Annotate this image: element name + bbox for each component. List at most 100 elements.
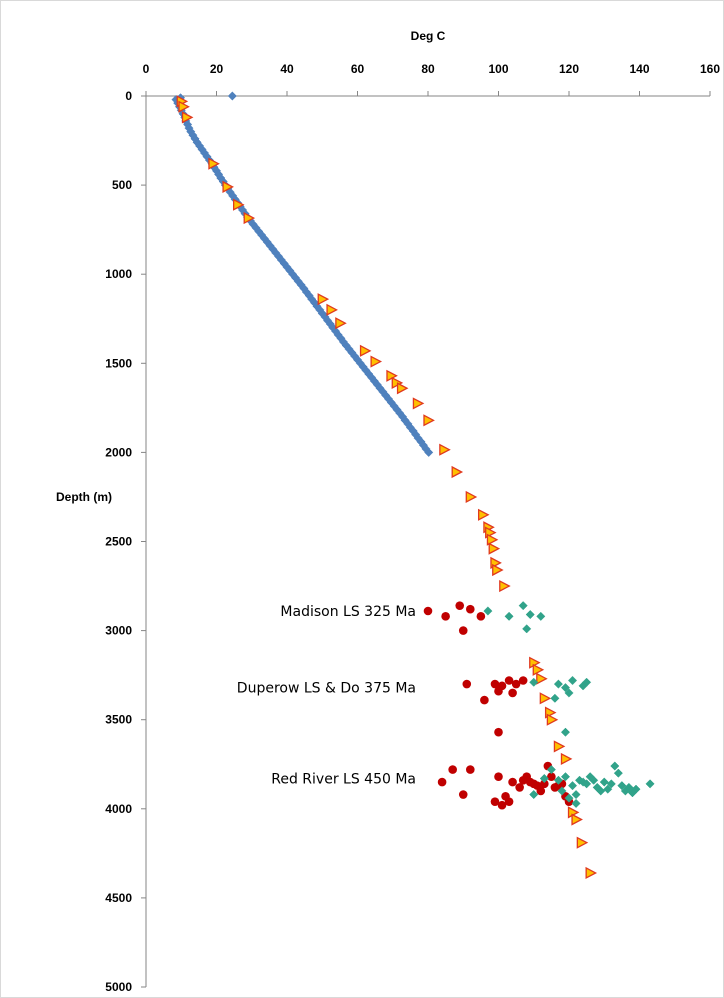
series-2	[176, 95, 598, 880]
triangle-point	[553, 740, 566, 753]
triangle-point	[539, 692, 552, 705]
circle-point	[462, 679, 472, 689]
annotation-label: Duperow LS & Do 375 Ma	[237, 681, 416, 697]
diamond-point	[582, 677, 592, 687]
x-tick-label: 0	[143, 62, 150, 76]
diamond-point	[553, 679, 563, 689]
diamond-point	[624, 782, 634, 792]
diamond-point	[536, 611, 546, 621]
triangle-point	[423, 414, 435, 427]
diamond-point	[560, 772, 571, 782]
triangle-point	[465, 490, 478, 504]
y-tick-label: 2500	[105, 535, 132, 549]
diamond-point	[529, 789, 539, 800]
y-tick-label: 4500	[105, 891, 132, 905]
y-tick-label: 5000	[105, 980, 132, 994]
triangle-point	[585, 866, 598, 880]
diamond-point	[564, 688, 574, 698]
triangle-point	[560, 752, 573, 765]
circle-point	[497, 681, 507, 691]
triangle-point	[208, 157, 220, 170]
diamond-point	[518, 601, 528, 611]
diamond-point	[529, 677, 539, 687]
circle-point	[508, 777, 517, 787]
triangle-point	[536, 672, 548, 685]
diamond-point	[525, 610, 535, 620]
diamond-point	[571, 798, 581, 809]
y-tick-label: 2000	[105, 445, 132, 459]
triangle-point	[492, 563, 504, 577]
diamond-point	[564, 793, 574, 803]
circle-point	[515, 783, 524, 792]
triangle-point	[222, 180, 234, 193]
diamond-point	[596, 786, 606, 796]
circle-point	[508, 688, 517, 698]
series-1	[171, 91, 434, 457]
circle-point	[504, 797, 514, 806]
y-tick-label: 500	[112, 178, 132, 192]
triangle-point	[370, 355, 383, 368]
circle-point	[490, 679, 500, 689]
diamond-point	[504, 611, 514, 621]
circle-point	[458, 790, 468, 799]
x-tick-label: 40	[280, 62, 294, 76]
circle-point	[494, 727, 503, 737]
x-tick-label: 140	[629, 62, 649, 76]
triangle-point	[532, 663, 545, 676]
diamond-point	[567, 781, 578, 791]
triangle-point	[232, 198, 245, 211]
circle-point	[455, 601, 465, 610]
x-tick-label: 20	[210, 62, 224, 76]
circle-point	[504, 676, 514, 685]
circle-point	[441, 612, 450, 621]
diamond-point	[550, 693, 560, 703]
triangle-point	[499, 579, 511, 593]
diamond-point	[599, 777, 609, 787]
circle-point	[536, 786, 546, 796]
axes: 0 20 40 60 80 100 120 140 160 0 500 1000 1500 2000 250…	[105, 62, 720, 994]
y-tick-label: 0	[125, 89, 132, 103]
x-axis-title: Deg C	[411, 29, 446, 43]
circle-point	[547, 772, 556, 782]
triangle-point	[326, 303, 338, 316]
diamond-point	[560, 727, 571, 737]
triangle-point	[181, 111, 194, 124]
circle-point	[476, 612, 486, 621]
triangle-point	[571, 813, 583, 826]
diamond-point	[613, 768, 623, 778]
triangle-point	[451, 465, 464, 479]
circle-point	[448, 765, 457, 774]
triangle-point	[317, 293, 330, 306]
diamond-point	[483, 606, 493, 616]
triangle-point	[488, 542, 501, 555]
circle-point	[497, 800, 507, 810]
triangle-point	[546, 713, 559, 726]
diamond-point	[553, 775, 563, 785]
diamond-point	[589, 775, 599, 785]
data-marks	[171, 91, 655, 880]
triangle-point	[359, 344, 372, 357]
circle-point	[494, 772, 503, 782]
diamond-point	[645, 779, 655, 789]
annotation-label: Madison LS 325 Ma	[280, 604, 416, 620]
circle-point	[423, 606, 433, 616]
diamond-point	[560, 683, 571, 693]
diamond-point	[522, 624, 532, 634]
diamond-point	[610, 761, 620, 771]
circle-point	[518, 676, 528, 685]
triangle-point	[243, 211, 256, 225]
x-tick-label: 80	[421, 62, 435, 76]
triangle-point	[412, 397, 425, 410]
diamond-point	[606, 779, 616, 789]
diamond-point	[227, 91, 237, 101]
diamond-point	[571, 789, 581, 800]
diamond-point	[603, 784, 613, 794]
triangle-point	[477, 508, 490, 521]
triangle-point	[486, 533, 499, 546]
circle-point	[466, 765, 475, 774]
circle-point	[480, 695, 489, 705]
circle-point	[490, 797, 500, 806]
annotations: Madison LS 325 Ma Duperow LS & Do 375 Ma R…	[237, 604, 416, 788]
